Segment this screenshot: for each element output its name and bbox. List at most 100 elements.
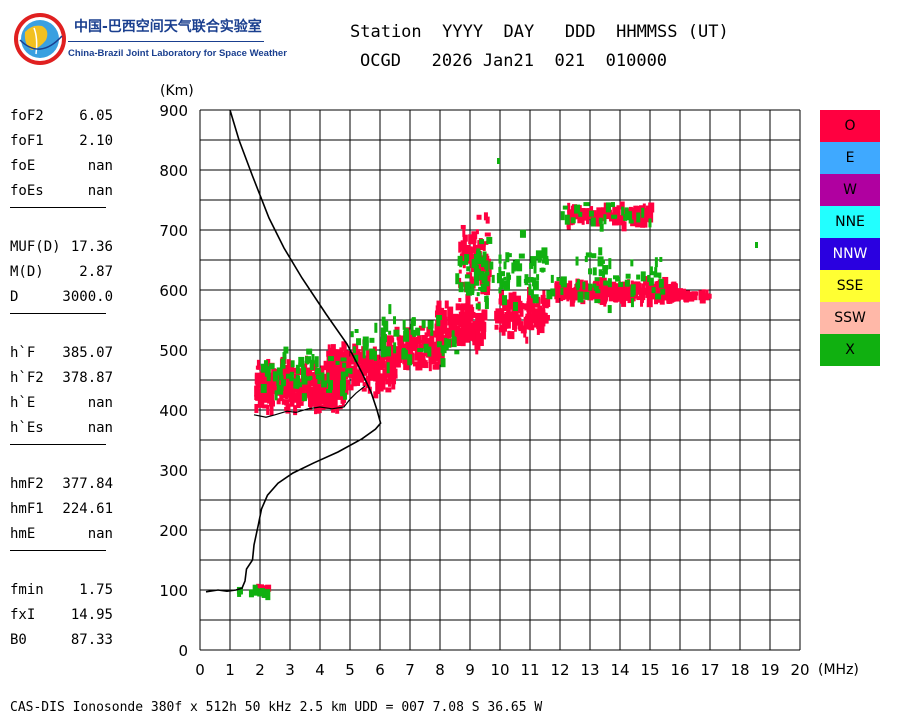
echo-point-o bbox=[475, 317, 481, 327]
echo-point-x bbox=[276, 367, 283, 376]
echo-point-x bbox=[314, 367, 321, 375]
y-tick-label: 500 bbox=[159, 342, 188, 360]
echo-point-o bbox=[294, 392, 300, 399]
echo-point-x bbox=[533, 262, 537, 274]
echo-point-o bbox=[476, 214, 482, 220]
legend-item-x: X bbox=[820, 334, 880, 366]
echo-point-o bbox=[333, 401, 337, 407]
echo-point-o bbox=[322, 391, 329, 396]
echo-point-o bbox=[513, 323, 518, 330]
echo-point-o bbox=[510, 311, 514, 322]
echo-point-o bbox=[497, 312, 502, 322]
echo-point-o bbox=[681, 288, 687, 300]
echo-point-x bbox=[301, 393, 307, 402]
echo-point-o bbox=[421, 360, 425, 368]
echo-point-o bbox=[406, 363, 410, 371]
echo-point-o bbox=[333, 380, 340, 392]
param-name: MUF(D) bbox=[10, 239, 61, 255]
echo-point-o bbox=[472, 241, 476, 253]
echo-point-o bbox=[356, 369, 360, 374]
echo-point-o bbox=[526, 297, 530, 303]
echo-point-x bbox=[576, 282, 580, 291]
param-value: 378.87 bbox=[62, 370, 113, 386]
param-value: 14.95 bbox=[70, 607, 113, 623]
echo-point-x bbox=[755, 242, 758, 248]
echo-point-x bbox=[479, 271, 485, 281]
echo-point-x bbox=[283, 379, 287, 386]
param-value: 3000.0 bbox=[62, 289, 113, 305]
echo-point-o bbox=[413, 345, 417, 350]
echo-point-o bbox=[512, 308, 517, 318]
echo-point-o bbox=[304, 367, 311, 378]
echo-point-o bbox=[464, 323, 469, 333]
param-name: h`E bbox=[10, 395, 36, 411]
echo-point-x bbox=[260, 363, 266, 373]
echo-point-o bbox=[619, 201, 625, 210]
echo-point-x bbox=[537, 257, 542, 263]
echo-point-o bbox=[460, 340, 466, 347]
echo-point-o bbox=[444, 329, 449, 341]
echo-point-o bbox=[474, 325, 481, 336]
echo-point-x bbox=[369, 348, 376, 360]
echo-point-o bbox=[616, 205, 621, 214]
echo-point-x bbox=[386, 362, 390, 374]
x-tick-label: 1 bbox=[225, 661, 235, 679]
echo-point-o bbox=[612, 214, 619, 226]
echo-point-o bbox=[502, 299, 507, 311]
echo-point-o bbox=[603, 300, 607, 307]
echo-point-o bbox=[601, 207, 607, 215]
echo-point-o bbox=[509, 298, 515, 305]
param-row: fmin 1.75 bbox=[10, 582, 150, 600]
echo-point-x bbox=[597, 256, 604, 267]
echo-point-o bbox=[331, 376, 338, 383]
echo-point-x bbox=[630, 287, 635, 297]
param-separator bbox=[10, 313, 106, 314]
echo-point-x bbox=[603, 214, 607, 225]
echo-point-x bbox=[317, 375, 321, 384]
echo-point-o bbox=[643, 276, 650, 285]
echo-point-x bbox=[455, 273, 460, 285]
echo-point-o bbox=[289, 379, 296, 391]
echo-point-o bbox=[504, 321, 508, 329]
echo-point-o bbox=[663, 284, 669, 294]
echo-point-o bbox=[254, 403, 259, 413]
x-tick-label: 7 bbox=[405, 661, 415, 679]
echo-point-x bbox=[575, 256, 579, 266]
echo-point-x bbox=[542, 255, 549, 260]
echo-point-x bbox=[459, 259, 463, 268]
echo-point-o bbox=[541, 301, 547, 307]
echo-point-x bbox=[481, 273, 488, 284]
echo-point-o bbox=[254, 395, 258, 401]
echo-point-o bbox=[676, 288, 683, 297]
param-name: fmin bbox=[10, 582, 44, 598]
x-tick-label: 4 bbox=[315, 661, 325, 679]
echo-point-o bbox=[655, 290, 660, 295]
logo-divider bbox=[68, 41, 264, 42]
echo-point-o bbox=[556, 286, 561, 297]
echo-point-o bbox=[636, 288, 640, 295]
echo-point-x bbox=[658, 272, 662, 279]
x-tick-label: 13 bbox=[580, 661, 599, 679]
echo-point-o bbox=[367, 365, 374, 377]
echo-point-x bbox=[583, 202, 590, 207]
echo-point-x bbox=[560, 287, 564, 295]
param-row: hmF2 377.84 bbox=[10, 476, 150, 494]
echo-point-o bbox=[300, 401, 304, 406]
echo-point-o bbox=[461, 323, 466, 333]
echo-point-o bbox=[518, 304, 525, 310]
echo-point-o bbox=[378, 373, 384, 378]
echo-point-o bbox=[330, 366, 335, 375]
echo-point-o bbox=[481, 323, 487, 329]
param-value: nan bbox=[87, 183, 113, 199]
echo-point-o bbox=[269, 404, 274, 416]
echo-point-o bbox=[460, 303, 466, 311]
echo-point-o bbox=[505, 319, 511, 329]
echo-point-o bbox=[542, 290, 546, 300]
echo-point-o bbox=[384, 374, 388, 381]
echo-point-o bbox=[567, 202, 571, 213]
echo-point-o bbox=[387, 358, 391, 366]
echo-point-o bbox=[282, 371, 288, 381]
echo-point-o bbox=[428, 360, 432, 372]
echo-point-o bbox=[569, 295, 575, 307]
echo-point-o bbox=[605, 214, 610, 219]
